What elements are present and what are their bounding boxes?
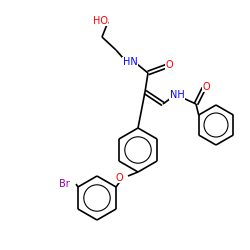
Text: O: O: [165, 60, 173, 70]
Text: O: O: [202, 82, 210, 92]
Text: HN: HN: [122, 57, 138, 67]
Text: NH: NH: [170, 90, 184, 100]
Text: HO: HO: [92, 16, 108, 26]
Text: Br: Br: [58, 179, 70, 189]
Text: O: O: [115, 173, 123, 183]
